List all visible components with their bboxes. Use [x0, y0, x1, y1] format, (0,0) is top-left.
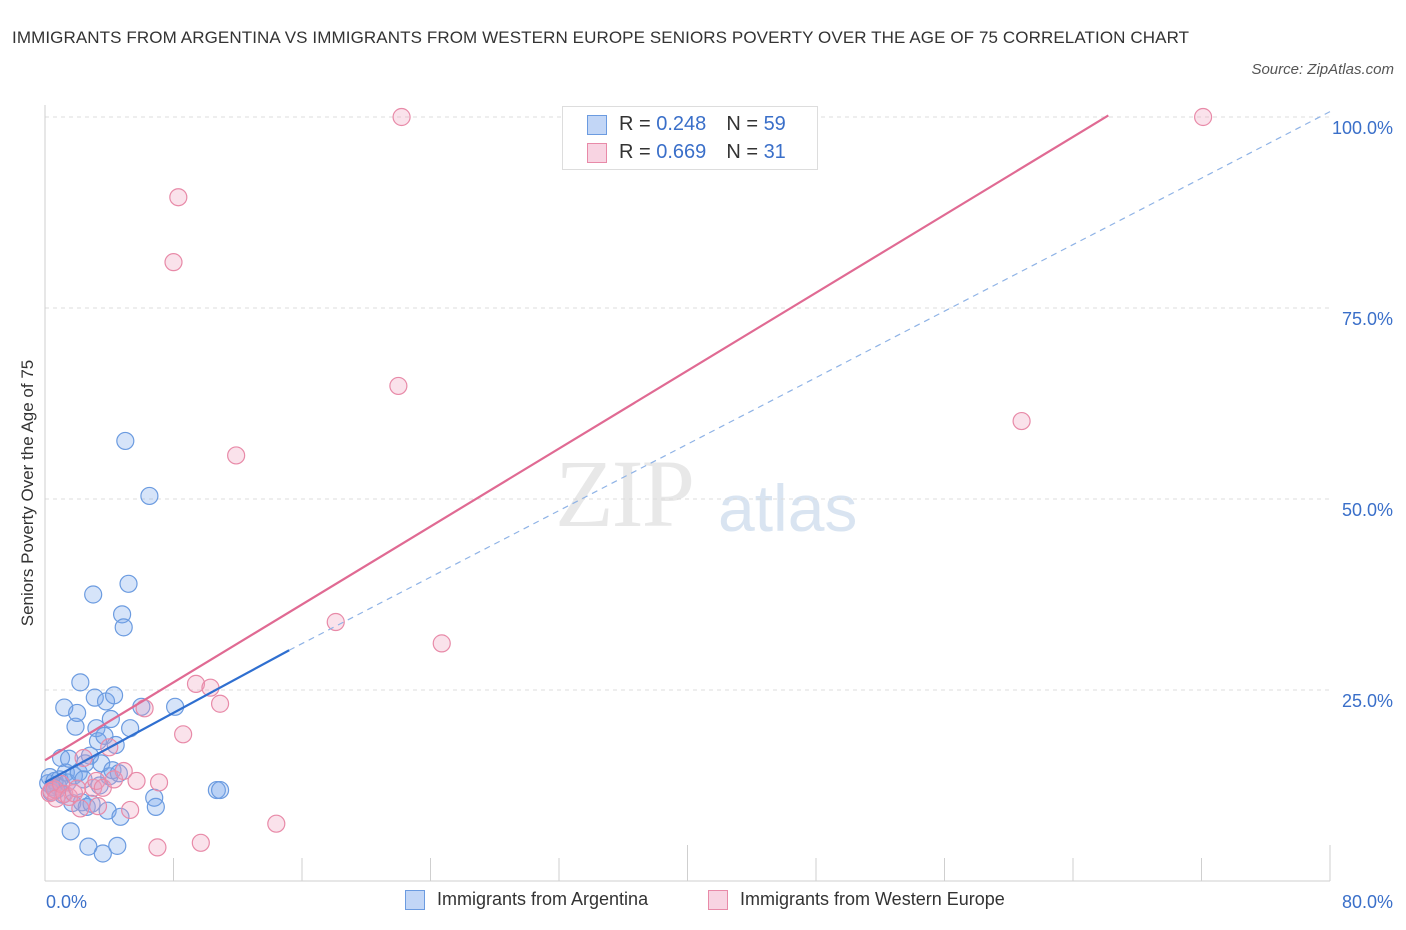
data-point-western-europe	[174, 725, 193, 744]
legend-item-argentina[interactable]: Immigrants from Argentina	[405, 889, 649, 911]
data-point-western-europe	[432, 634, 451, 653]
data-point-argentina	[104, 686, 124, 705]
data-point-argentina	[109, 764, 128, 783]
data-point-argentina	[85, 688, 104, 707]
data-point-western-europe	[87, 771, 106, 791]
stats-legend: R = 0.248 N = 59 R = 0.669 N = 31	[562, 106, 818, 170]
y-tick-label: 75.0%	[1342, 309, 1393, 329]
data-point-western-europe	[164, 253, 183, 272]
data-point-western-europe	[267, 814, 286, 833]
watermark-zip: ZIP	[555, 440, 695, 547]
trend-line-western-europe	[44, 114, 1109, 762]
data-point-western-europe	[186, 674, 206, 693]
n-label: N =	[726, 141, 764, 163]
data-point-western-europe	[71, 799, 90, 818]
data-point-argentina	[146, 797, 165, 816]
data-point-western-europe	[114, 761, 133, 781]
data-point-argentina	[92, 754, 111, 773]
data-point-western-europe	[389, 376, 408, 396]
data-point-argentina	[119, 574, 138, 593]
data-point-western-europe	[121, 800, 140, 820]
legend-label-argentina: Immigrants from Argentina	[437, 889, 649, 909]
data-point-western-europe	[392, 107, 411, 127]
data-point-argentina	[111, 807, 130, 826]
legend-item-western-europe[interactable]: Immigrants from Western Europe	[708, 889, 1005, 911]
data-point-western-europe	[1012, 411, 1031, 431]
n-label: N =	[726, 113, 764, 135]
y-tick-label: 100.0%	[1332, 118, 1393, 138]
x-tick-label-max: 80.0%	[1342, 892, 1393, 912]
data-point-western-europe	[1194, 107, 1213, 127]
argentina-swatch	[587, 114, 607, 135]
data-point-argentina	[84, 585, 103, 604]
stats-legend-row-argentina: R = 0.248 N = 59	[587, 110, 786, 138]
r-label: R =	[619, 141, 657, 163]
data-point-argentina	[140, 486, 159, 506]
legend-swatch-argentina	[405, 890, 425, 911]
r-label: R =	[619, 113, 657, 135]
data-point-western-europe	[326, 612, 345, 632]
r-value-western-europe: 0.669	[656, 141, 707, 163]
y-tick-label: 50.0%	[1342, 500, 1393, 520]
legend-label-western-europe: Immigrants from Western Europe	[740, 889, 1005, 909]
x-tick-label-min: 0.0%	[46, 892, 87, 912]
data-point-argentina	[210, 780, 230, 800]
western-europe-swatch	[587, 142, 607, 163]
data-point-western-europe	[88, 797, 108, 816]
stats-legend-row-western-europe: R = 0.669 N = 31	[587, 138, 786, 166]
data-point-argentina	[68, 703, 87, 723]
trend-line-argentina	[44, 649, 290, 784]
y-tick-label: 25.0%	[1342, 691, 1393, 711]
data-point-argentina	[114, 618, 133, 637]
data-point-argentina	[116, 431, 135, 451]
data-point-argentina	[71, 673, 90, 692]
chart-title: IMMIGRANTS FROM ARGENTINA VS IMMIGRANTS …	[12, 28, 1190, 47]
source-label: Source: ZipAtlas.com	[1251, 61, 1394, 78]
n-value-argentina: 59	[763, 113, 786, 135]
data-point-argentina	[61, 822, 80, 841]
data-point-argentina	[66, 717, 85, 736]
data-point-western-europe	[68, 779, 87, 798]
n-value-western-europe: 31	[763, 141, 786, 163]
legend-swatch-western-europe	[708, 890, 728, 911]
data-point-western-europe	[191, 833, 210, 852]
data-point-western-europe	[210, 694, 230, 713]
watermark-atlas: atlas	[718, 471, 858, 545]
data-point-western-europe	[149, 773, 169, 792]
trend-extension-argentina	[288, 111, 1331, 651]
data-point-argentina	[93, 844, 112, 863]
data-point-western-europe	[227, 446, 246, 465]
data-point-argentina	[108, 836, 127, 855]
r-value-argentina: 0.248	[656, 113, 707, 135]
data-point-western-europe	[127, 771, 146, 791]
data-point-argentina	[112, 605, 132, 624]
data-point-western-europe	[148, 838, 167, 857]
data-point-western-europe	[169, 188, 188, 207]
